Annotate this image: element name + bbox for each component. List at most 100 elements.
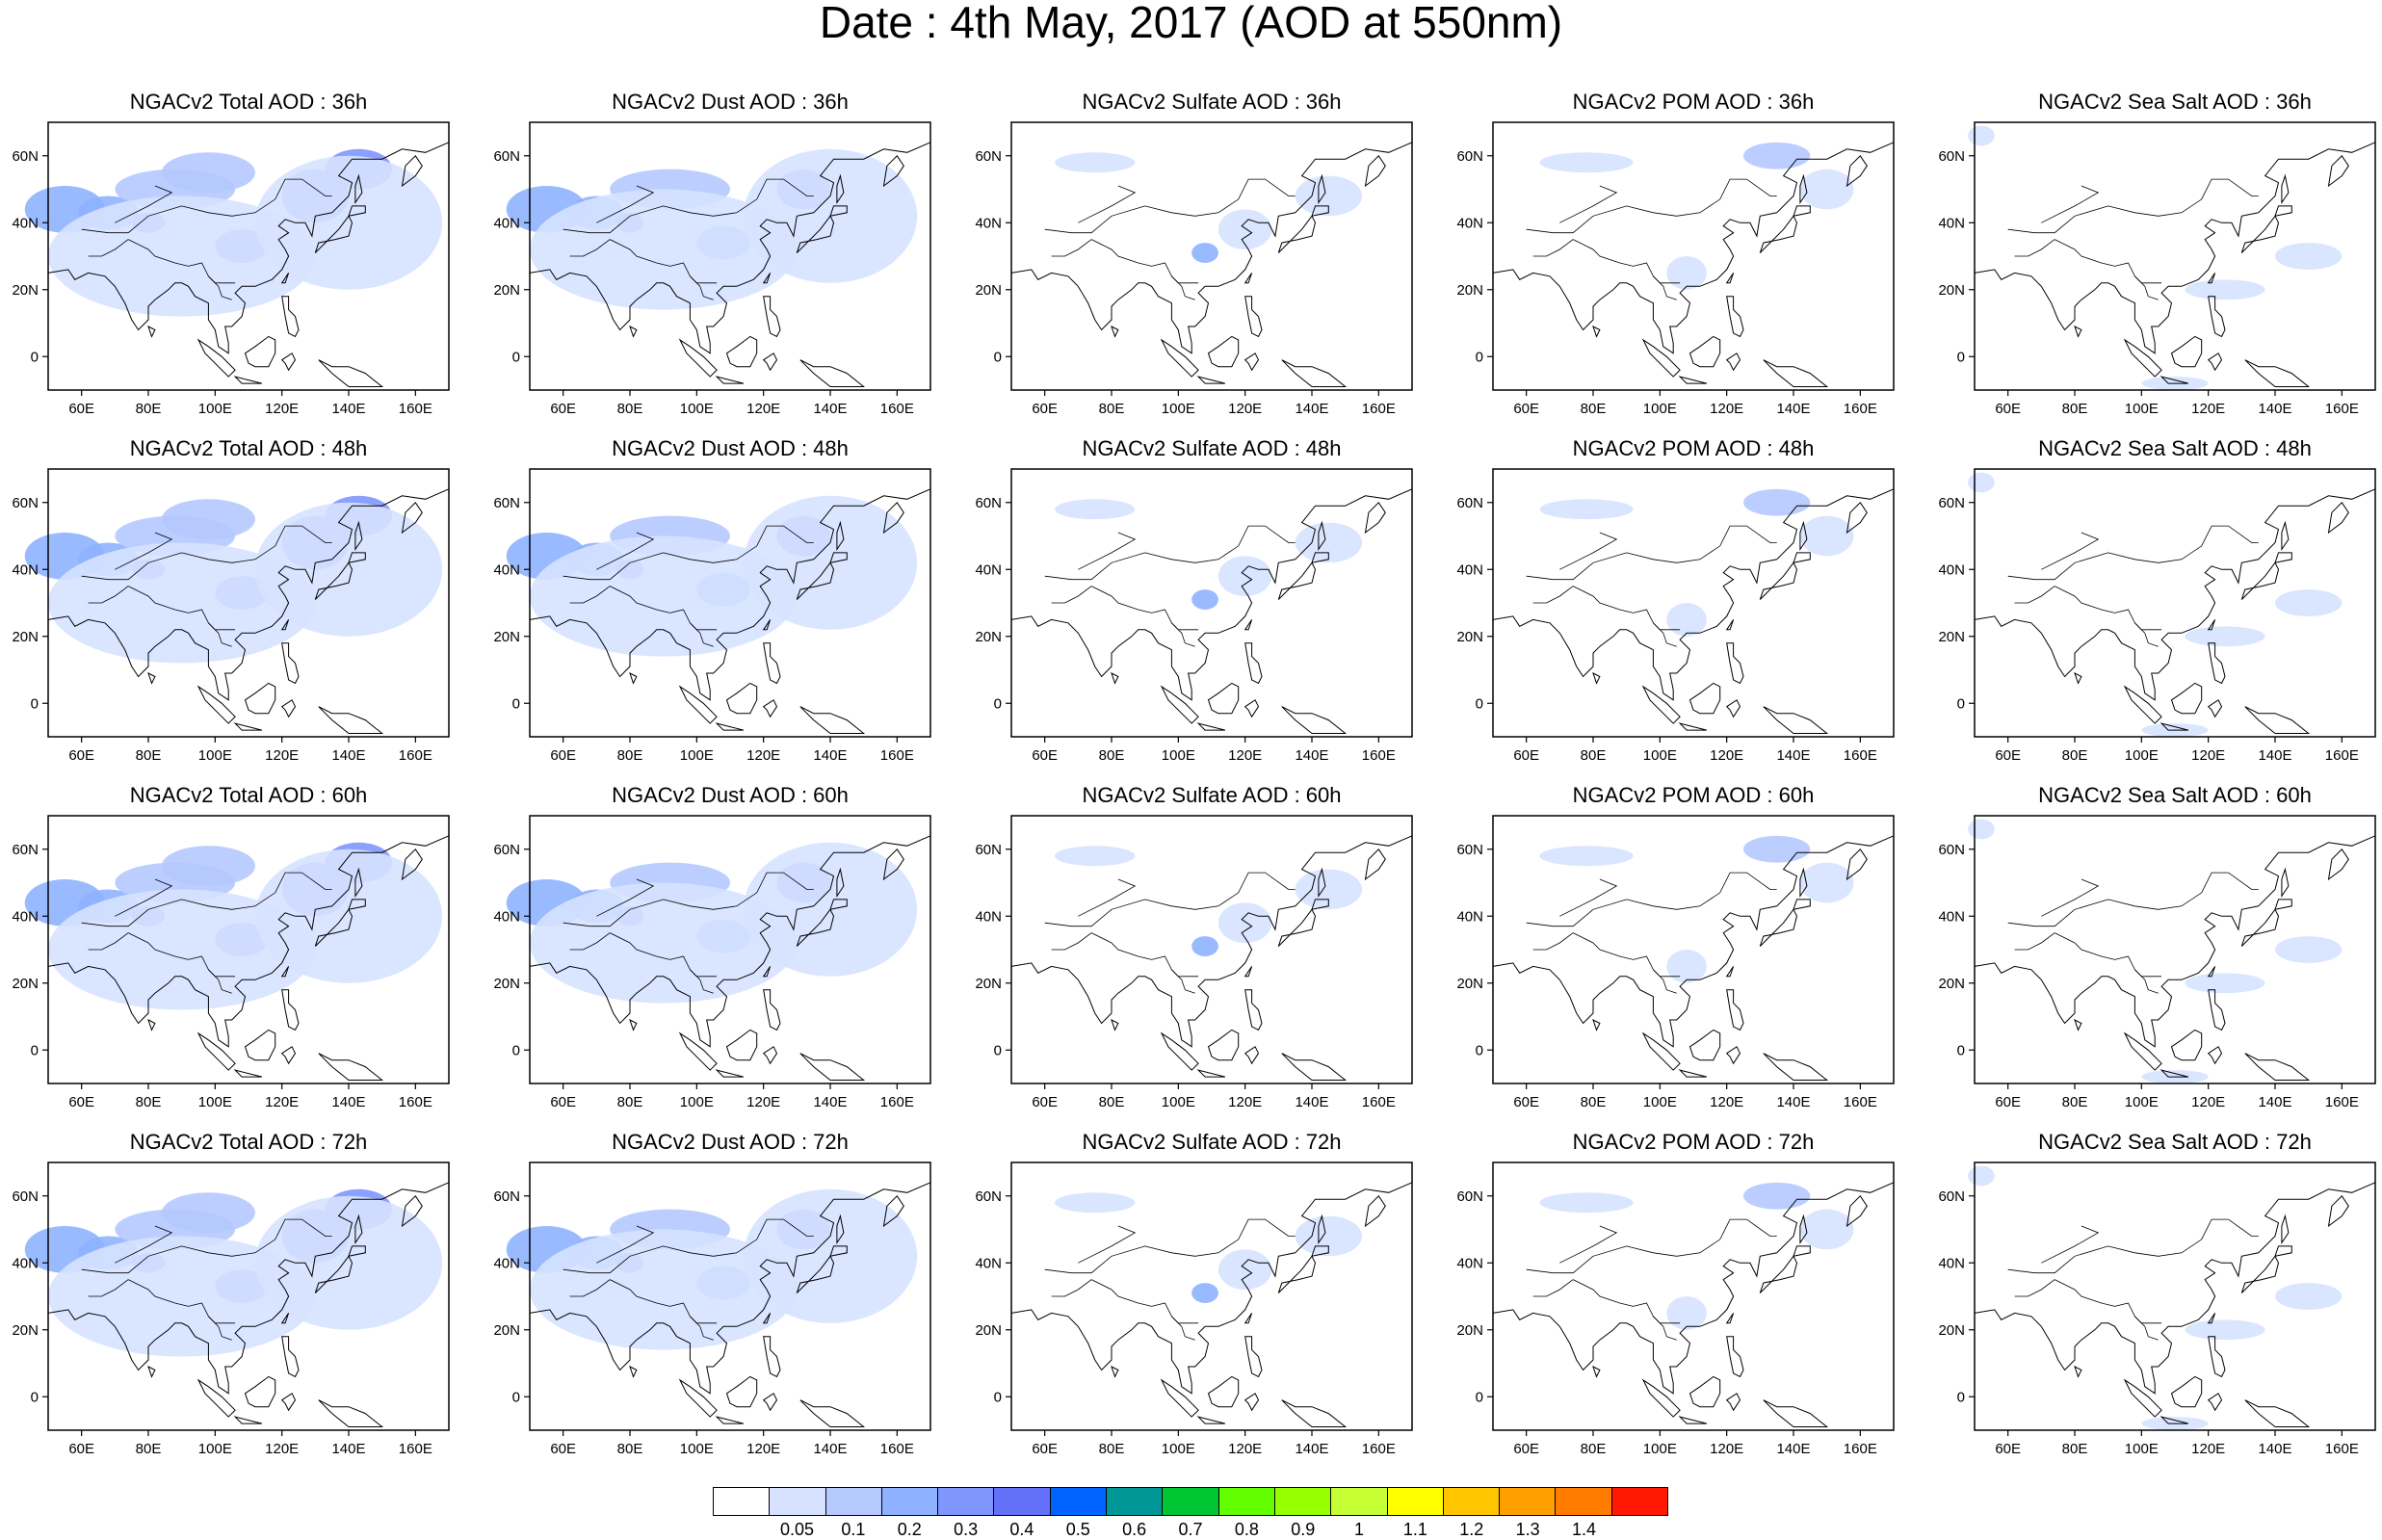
colorbar-swatch: [1274, 1488, 1332, 1515]
panel-title: NGACv2 Sea Salt AOD : 48h: [2038, 436, 2312, 460]
coastline: [1793, 205, 1811, 217]
lat-label: 60N: [1938, 842, 1965, 858]
lat-label: 60N: [493, 1188, 520, 1205]
lon-label: 140E: [1295, 1441, 1328, 1457]
country-border: [81, 1218, 332, 1274]
aod-shading: [254, 502, 443, 637]
colorbar-swatch: [1050, 1488, 1108, 1515]
country-border: [569, 586, 611, 604]
coastline: [829, 552, 848, 563]
panel-title: NGACv2 POM AOD : 72h: [1572, 1130, 1815, 1154]
coastline: [2170, 1029, 2203, 1061]
aod-shading: [2275, 589, 2343, 616]
country-border: [115, 878, 173, 917]
coastline: [1725, 1313, 1735, 1324]
map-panel: 60N 40N 20N 0 60E 80E 100E 120E 140E 160E: [1938, 468, 2376, 764]
lon-label: 120E: [1710, 747, 1743, 764]
lon-label: 80E: [1581, 1441, 1607, 1457]
coastline: [762, 1046, 778, 1065]
lat-label: 60N: [1456, 1188, 1483, 1205]
aod-shading: [2275, 243, 2343, 270]
lon-label: 60E: [1995, 401, 2021, 417]
lon-label: 120E: [1710, 1094, 1743, 1110]
coastline: [799, 359, 866, 387]
aod-shading: [1743, 142, 1811, 170]
colorbar-swatch: [714, 1488, 771, 1515]
lon-label: 160E: [2325, 401, 2359, 417]
lon-label: 120E: [746, 747, 780, 764]
coastline: [836, 173, 845, 205]
coastline: [2160, 722, 2189, 731]
coastline: [1793, 552, 1811, 563]
coastline: [1845, 155, 1868, 188]
coastline: [1207, 682, 1240, 715]
coastline: [1111, 1019, 1119, 1031]
coastline: [2240, 215, 2280, 253]
coastline: [796, 561, 835, 600]
colorbar-label: 0.2: [897, 1520, 922, 1539]
colorbar-swatch: [1218, 1488, 1275, 1515]
panel-title: NGACv2 Sulfate AOD : 72h: [1082, 1130, 1342, 1154]
lat-label: 0: [1476, 695, 1483, 712]
coastline: [1974, 468, 2376, 701]
aod-shading: [1799, 169, 1854, 210]
coastline: [147, 1366, 156, 1378]
coastline: [233, 1416, 263, 1424]
country-border: [2014, 239, 2055, 257]
country-border: [81, 525, 332, 581]
lat-label: 40N: [493, 908, 520, 925]
lon-label: 140E: [331, 1094, 365, 1110]
coastline: [763, 989, 781, 1031]
country-border: [1078, 878, 1137, 917]
map-panel: 60N 40N 20N 0 60E 80E 100E 120E 140E 160E: [1456, 121, 1895, 417]
coastline: [1160, 1031, 1199, 1071]
coastline: [1759, 908, 1798, 947]
coastline: [678, 1031, 718, 1071]
country-border: [1653, 275, 1677, 300]
coastline: [2327, 502, 2349, 535]
country-border: [208, 275, 232, 300]
colorbar-swatch: [1163, 1488, 1219, 1515]
lat-label: 0: [512, 695, 520, 712]
coastline: [196, 338, 236, 378]
lon-label: 120E: [2191, 747, 2225, 764]
lat-label: 40N: [493, 1255, 520, 1271]
coastline: [2207, 1313, 2216, 1324]
coastline: [2244, 1399, 2311, 1427]
lat-label: 40N: [12, 561, 39, 578]
map-frame: [1010, 121, 1413, 391]
coastline: [2074, 326, 2082, 338]
aod-shading: [161, 1192, 255, 1233]
lon-label: 140E: [331, 401, 365, 417]
coastline: [354, 867, 363, 899]
coastline: [829, 899, 848, 910]
panel-title: NGACv2 Sea Salt AOD : 60h: [2038, 783, 2312, 807]
coastline: [2207, 1046, 2223, 1065]
coastline: [1311, 205, 1329, 217]
map-panel: 60N 40N 20N 0 60E 80E 100E 120E 140E 160E: [12, 1162, 450, 1457]
coastline: [401, 1195, 423, 1228]
coastline: [2327, 848, 2349, 881]
map-panel: 60N 40N 20N 0 60E 80E 100E 120E 140E 160E: [975, 1162, 1413, 1457]
panel-title: NGACv2 Sulfate AOD : 48h: [1082, 436, 1342, 460]
colorbar-swatch: [881, 1488, 939, 1515]
lat-label: 20N: [493, 1322, 520, 1339]
country-border: [115, 185, 173, 223]
colorbar-label: 1.3: [1515, 1520, 1540, 1539]
country-border: [1051, 239, 1092, 257]
lon-label: 60E: [1513, 1441, 1539, 1457]
coastline: [762, 1313, 772, 1324]
aod-shading: [2185, 626, 2265, 647]
aod-shading: [1539, 152, 1634, 173]
coastline: [715, 1416, 745, 1424]
coastline: [318, 1053, 384, 1081]
coastline: [1243, 1046, 1260, 1065]
coastline: [1688, 682, 1721, 715]
lon-label: 140E: [2258, 1441, 2291, 1457]
lon-label: 140E: [813, 1094, 847, 1110]
coastline: [1207, 1375, 1240, 1408]
coastline: [725, 682, 758, 715]
country-border: [1051, 586, 1092, 604]
coastline: [1244, 296, 1263, 338]
lon-label: 160E: [2325, 747, 2359, 764]
